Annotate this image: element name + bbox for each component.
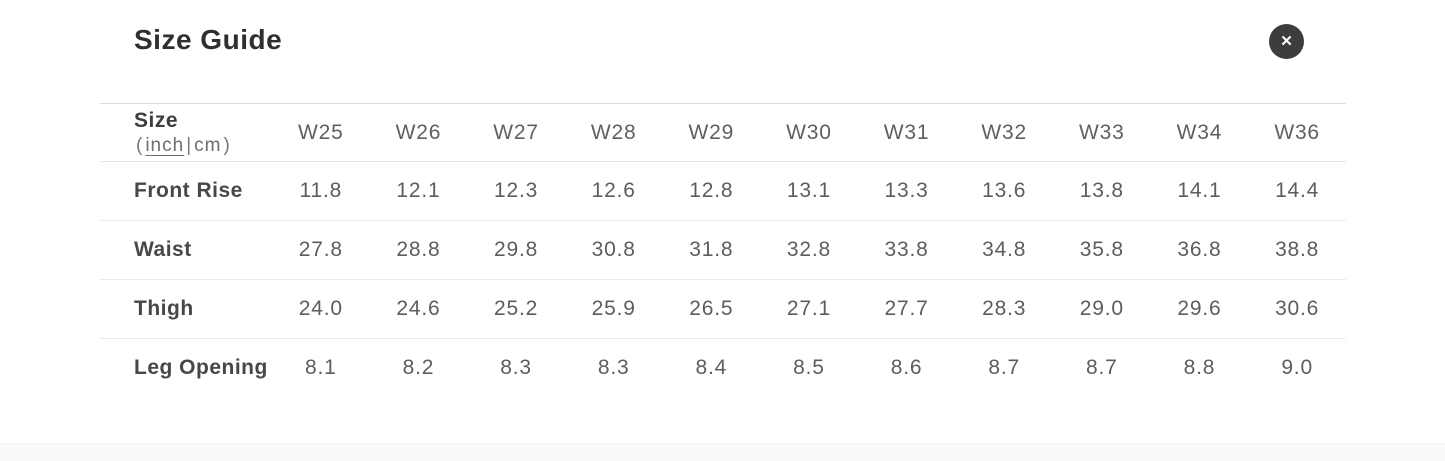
cell-leg-opening-w36: 9.0 [1281, 356, 1313, 380]
cell-thigh-w34: 29.6 [1177, 297, 1222, 320]
cell-leg-opening-w27: 8.3 [500, 356, 532, 380]
cell-leg-opening-w33: 8.7 [1086, 356, 1118, 380]
cell-waist-w34: 36.8 [1177, 238, 1222, 261]
cell-thigh-w27: 25.2 [494, 297, 539, 320]
modal-header: Size Guide ✕ [0, 0, 1445, 103]
cell-front-rise-w34: 14.1 [1177, 179, 1222, 202]
size-guide-table: Size (inch | cm) W25 W26 W27 W28 W29 W30 W… [100, 103, 1346, 398]
cell-leg-opening-w34: 8.8 [1183, 356, 1216, 380]
cell-front-rise-w31: 13.3 [884, 179, 929, 202]
cell-leg-opening-w26: 8.2 [402, 356, 435, 380]
unit-toggle: (inch | cm) [134, 135, 233, 156]
cell-thigh-w32: 28.3 [982, 297, 1027, 320]
close-button[interactable]: ✕ [1269, 24, 1304, 59]
cell-leg-opening-w32: 8.7 [988, 356, 1020, 380]
cell-waist-w32: 34.8 [982, 238, 1027, 261]
cell-leg-opening-w29: 8.4 [695, 356, 728, 380]
cell-front-rise-w27: 12.3 [494, 179, 539, 202]
cell-thigh-w31: 27.7 [884, 297, 929, 320]
row-label-waist: Waist [134, 238, 192, 261]
size-label: Size [134, 108, 179, 132]
column-header-w36: W36 [1248, 103, 1346, 162]
table-row-waist: Waist 27.8 28.8 29.8 30.8 31.8 32.8 33.8… [100, 221, 1346, 280]
column-header-w33: W33 [1053, 103, 1151, 162]
row-label-front-rise: Front Rise [134, 179, 243, 202]
cell-waist-w36: 38.8 [1275, 238, 1320, 261]
column-header-w28: W28 [564, 103, 663, 162]
cell-thigh-w25: 24.0 [298, 297, 343, 320]
cell-leg-opening-w30: 8.5 [793, 356, 825, 380]
column-header-w26: W26 [369, 103, 468, 162]
close-icon: ✕ [1280, 33, 1293, 50]
cell-thigh-w33: 29.0 [1079, 297, 1124, 320]
table-row-front-rise: Front Rise 11.8 12.1 12.3 12.6 12.8 13.1… [100, 162, 1346, 221]
cell-waist-w30: 32.8 [786, 238, 831, 261]
cell-leg-opening-w31: 8.6 [890, 356, 923, 380]
size-header-cell: Size (inch | cm) [100, 103, 272, 162]
cell-waist-w27: 29.8 [494, 238, 539, 261]
cell-leg-opening-w28: 8.3 [597, 356, 630, 380]
sheet-bottom-edge [0, 443, 1445, 461]
unit-cm-link[interactable]: cm [194, 134, 222, 156]
cell-waist-w26: 28.8 [396, 238, 441, 261]
column-header-w31: W31 [857, 103, 956, 162]
row-label-leg-opening: Leg Opening [134, 356, 268, 380]
table-row-thigh: Thigh 24.0 24.6 25.2 25.9 26.5 27.1 27.7… [100, 280, 1346, 339]
cell-front-rise-w30: 13.1 [786, 179, 831, 202]
cell-waist-w25: 27.8 [298, 238, 343, 261]
cell-front-rise-w32: 13.6 [982, 179, 1027, 202]
cell-thigh-w28: 25.9 [591, 297, 636, 320]
unit-inch-link[interactable]: inch [145, 134, 185, 156]
cell-front-rise-w28: 12.6 [591, 179, 636, 202]
cell-thigh-w26: 24.6 [396, 297, 441, 320]
cell-front-rise-w33: 13.8 [1079, 179, 1124, 202]
cell-front-rise-w26: 12.1 [396, 179, 441, 202]
cell-waist-w28: 30.8 [591, 238, 636, 261]
cell-front-rise-w29: 12.8 [689, 179, 734, 202]
table-header: Size (inch | cm) W25 W26 W27 W28 W29 W30 W… [100, 103, 1346, 162]
unit-open-paren: ( [136, 134, 144, 156]
table-row-leg-opening: Leg Opening 8.1 8.2 8.3 8.3 8.4 8.5 8.6 … [100, 339, 1346, 398]
table-body: Front Rise 11.8 12.1 12.3 12.6 12.8 13.1… [100, 162, 1346, 398]
cell-thigh-w36: 30.6 [1275, 297, 1320, 320]
cell-waist-w31: 33.8 [884, 238, 929, 261]
header-row: Size (inch | cm) W25 W26 W27 W28 W29 W30 W… [100, 103, 1346, 162]
cell-thigh-w30: 27.1 [786, 297, 831, 320]
cell-front-rise-w36: 14.4 [1275, 179, 1320, 202]
column-header-w27: W27 [467, 103, 565, 162]
column-header-w32: W32 [955, 103, 1053, 162]
page-title: Size Guide [134, 24, 283, 55]
cell-waist-w29: 31.8 [689, 238, 734, 261]
column-header-w29: W29 [662, 103, 761, 162]
row-label-thigh: Thigh [134, 297, 194, 320]
unit-close-paren: ) [223, 134, 231, 156]
column-header-w25: W25 [272, 103, 370, 162]
cell-leg-opening-w25: 8.1 [305, 356, 337, 380]
cell-front-rise-w25: 11.8 [299, 179, 343, 202]
unit-separator: | [186, 134, 193, 156]
cell-waist-w33: 35.8 [1079, 238, 1124, 261]
cell-thigh-w29: 26.5 [689, 297, 734, 320]
column-header-w30: W30 [760, 103, 858, 162]
column-header-w34: W34 [1150, 103, 1249, 162]
